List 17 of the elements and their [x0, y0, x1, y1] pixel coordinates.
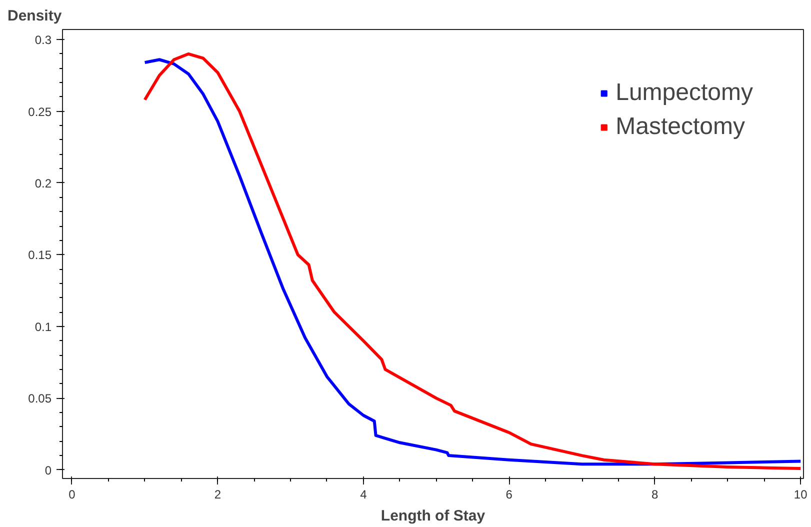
- y-tick-label: 0.1: [34, 320, 52, 334]
- legend-label: Mastectomy: [616, 113, 745, 141]
- x-tick-label: 8: [652, 488, 659, 502]
- y-axis-title: Density: [8, 8, 62, 24]
- y-tick-label: 0: [44, 463, 52, 478]
- y-tick-label: 0.15: [28, 248, 52, 262]
- x-tick-label: 10: [794, 488, 808, 502]
- y-tick-label: 0.2: [34, 176, 52, 190]
- x-axis-title: Length of Stay: [380, 508, 486, 524]
- y-tick-label: 0.3: [34, 33, 52, 48]
- x-tick-label: 6: [506, 488, 513, 502]
- x-tick-label: 4: [360, 488, 368, 502]
- x-tick-label: 0: [68, 488, 76, 502]
- x-tick-label: 2: [214, 488, 222, 502]
- y-tick-label: 0.25: [28, 104, 52, 119]
- y-tick-label: 0.05: [28, 392, 52, 406]
- legend-label: Lumpectomy: [616, 79, 753, 107]
